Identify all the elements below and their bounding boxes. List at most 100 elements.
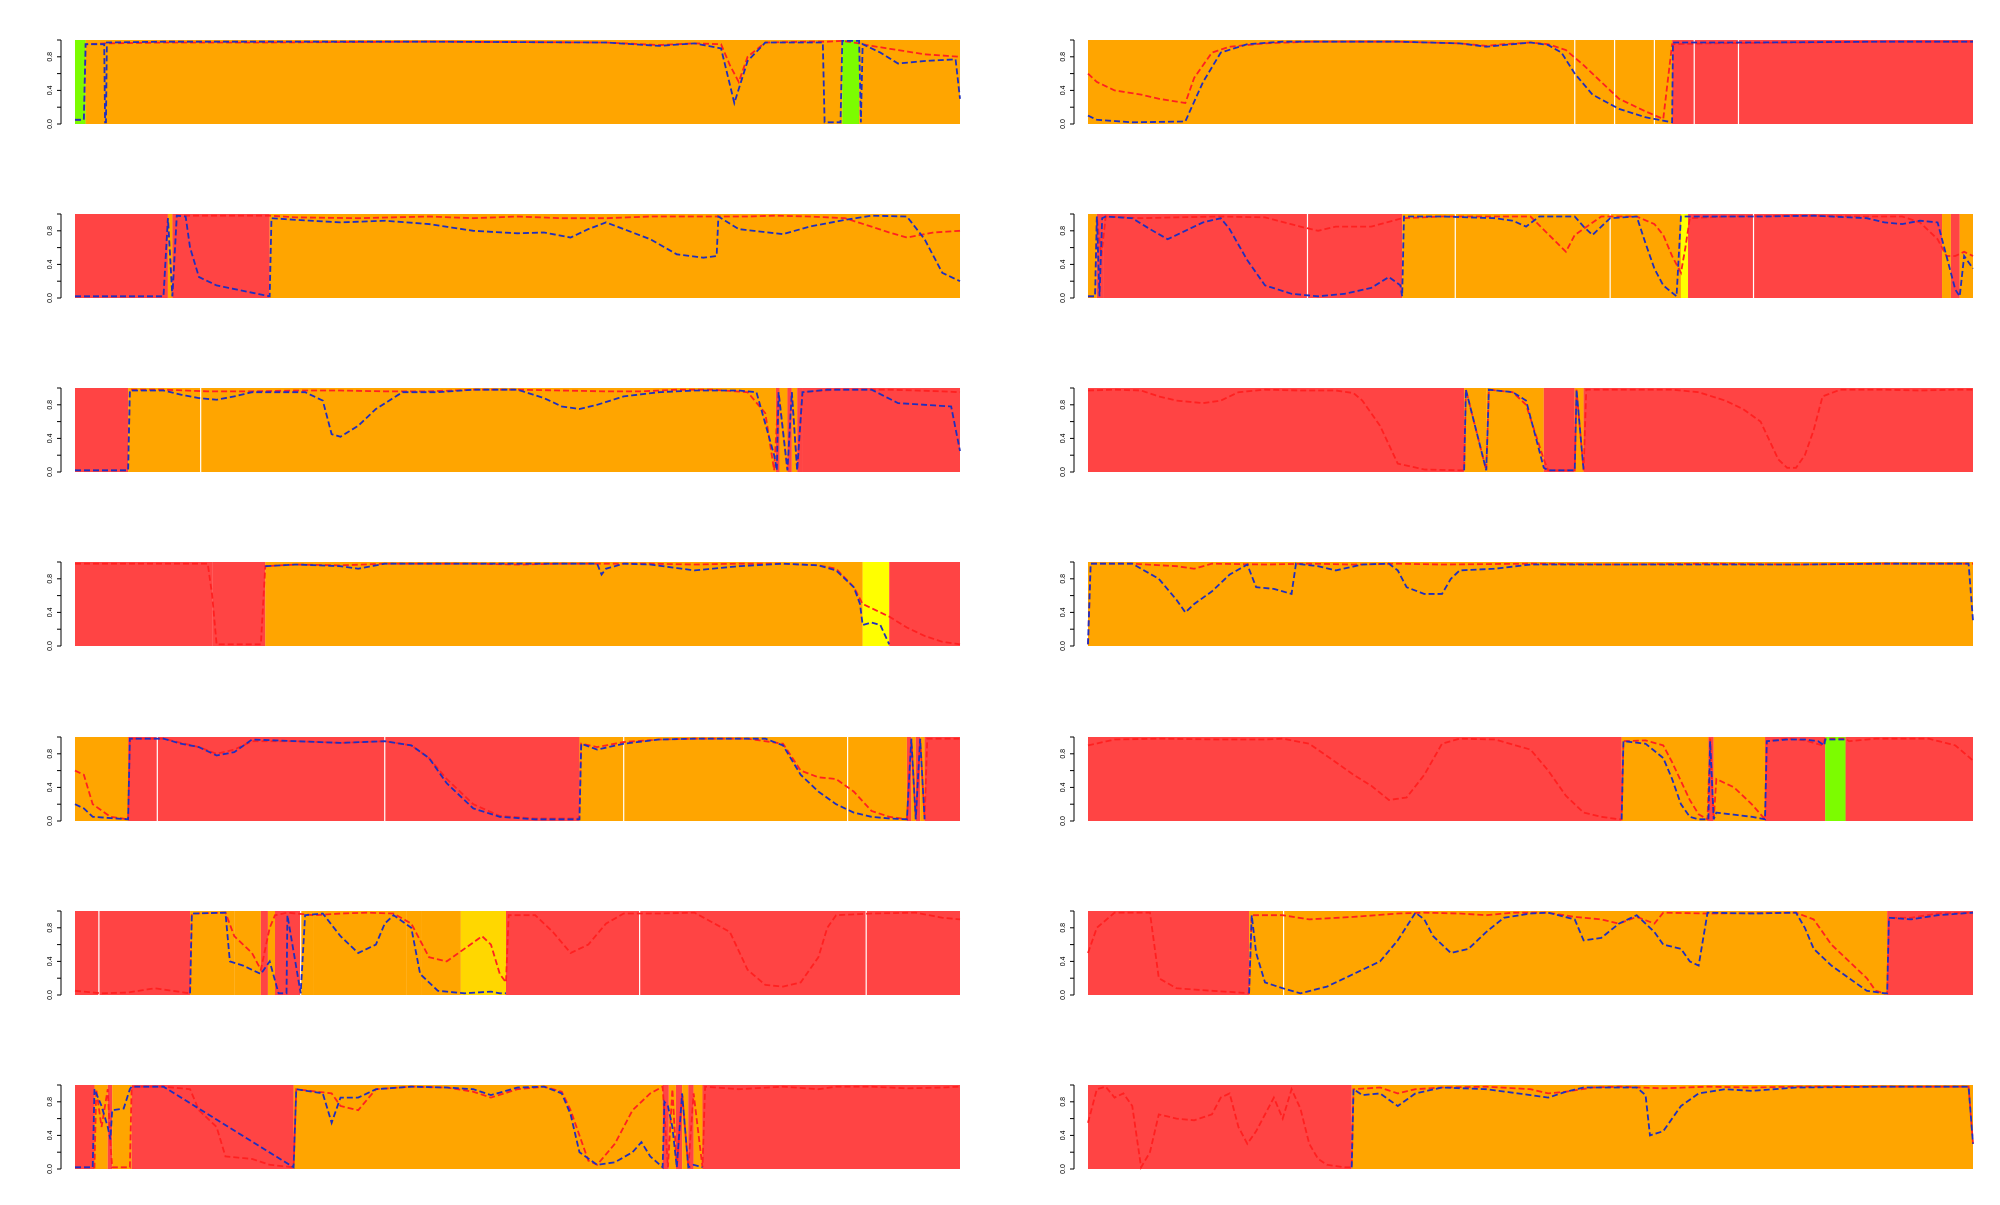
band-red	[75, 911, 99, 995]
y-tick-label: 0.4	[47, 433, 54, 443]
panel-p9: 0.0 0.4 0.8	[47, 736, 960, 826]
y-tick-label: 0.0	[47, 641, 54, 651]
y-tick-label: 0.4	[1060, 1130, 1067, 1140]
band-red	[889, 562, 960, 646]
panel-p14: 0.0 0.4 0.8	[1060, 1084, 1974, 1174]
band-red	[275, 911, 287, 995]
band-red	[506, 911, 960, 995]
band-orange	[85, 40, 106, 124]
series-line-red	[74, 911, 961, 995]
series-line-red	[1088, 214, 1974, 298]
panel-p5: 0.0 0.4 0.8	[47, 387, 961, 477]
band-red	[75, 1085, 95, 1169]
band-red	[1088, 911, 1250, 995]
band-red	[802, 388, 960, 472]
band-orange	[693, 1085, 703, 1169]
y-tick-label: 0.0	[1060, 467, 1067, 477]
series-line-blue	[75, 39, 961, 124]
y-tick-label: 0.8	[47, 574, 54, 584]
y-tick-label: 0.8	[1060, 1097, 1067, 1107]
band-red	[702, 1085, 960, 1169]
band-red	[1088, 388, 1465, 472]
band-red	[924, 737, 960, 821]
band-orange	[1088, 40, 1673, 124]
band-orange	[267, 911, 276, 995]
y-tick-label: 0.8	[1060, 52, 1067, 62]
panel-p3: 0.0 0.4 0.8	[47, 213, 961, 303]
band-red	[75, 388, 129, 472]
band-gold	[460, 911, 506, 995]
band-orange	[1249, 911, 1888, 995]
band-orange	[1713, 737, 1766, 821]
series-line-blue	[1463, 388, 1585, 472]
series-line-red	[1087, 737, 1974, 822]
band-orange	[1959, 214, 1973, 298]
y-tick-label: 0.4	[47, 607, 54, 617]
y-tick-label: 0.0	[1060, 293, 1067, 303]
band-orange	[190, 911, 235, 995]
y-tick-label: 0.0	[47, 293, 54, 303]
series-line-blue	[1087, 40, 1973, 124]
y-tick-label: 0.8	[1060, 574, 1067, 584]
y-tick-label: 0.4	[1060, 956, 1067, 966]
y-tick-label: 0.4	[47, 259, 54, 269]
y-tick-label: 0.0	[1060, 641, 1067, 651]
band-orange	[112, 1085, 132, 1169]
band-orange	[1088, 562, 1973, 646]
y-tick-label: 0.0	[47, 119, 54, 129]
band-green	[842, 40, 860, 124]
band-red	[1096, 214, 1104, 298]
series-line-red	[1087, 911, 1974, 995]
band-green	[75, 40, 86, 124]
y-tick-label: 0.4	[47, 956, 54, 966]
y-tick-label: 0.4	[1060, 259, 1067, 269]
y-tick-label: 0.8	[47, 749, 54, 759]
series-line-blue	[1248, 911, 1974, 995]
band-red	[787, 388, 792, 472]
band-orange	[1402, 214, 1681, 298]
series-line-red	[75, 214, 961, 298]
y-tick-label: 0.0	[1060, 1164, 1067, 1174]
band-red	[1887, 911, 1973, 995]
series-line-blue	[1350, 1085, 1974, 1168]
band-orange	[167, 214, 173, 298]
panel-p12: 0.0 0.4 0.8	[1060, 910, 1974, 1000]
band-orange	[859, 40, 960, 124]
band-red	[128, 737, 580, 821]
y-tick-label: 0.4	[1060, 85, 1067, 95]
band-red	[1688, 214, 1943, 298]
series-line-blue	[189, 911, 506, 995]
y-tick-label: 0.4	[47, 85, 54, 95]
band-red	[75, 562, 213, 646]
band-orange	[406, 911, 422, 995]
y-tick-label: 0.0	[1060, 816, 1067, 826]
series-line-blue	[74, 737, 926, 821]
y-tick-label: 0.4	[47, 782, 54, 792]
band-red	[1103, 214, 1403, 298]
band-orange	[234, 911, 261, 995]
band-red	[212, 562, 266, 646]
band-red	[1845, 737, 1973, 821]
band-orange	[105, 40, 843, 124]
band-orange	[1351, 1085, 1973, 1169]
band-orange	[1088, 214, 1097, 298]
y-tick-label: 0.0	[47, 816, 54, 826]
y-tick-label: 0.0	[1060, 119, 1067, 129]
series-line-red	[1087, 388, 1973, 472]
panel-p1: 0.0 0.4 0.8	[47, 39, 961, 129]
y-tick-label: 0.4	[1060, 433, 1067, 443]
band-yellow	[862, 562, 890, 646]
band-red	[98, 911, 191, 995]
y-tick-label: 0.0	[47, 467, 54, 477]
series-line-red	[1087, 562, 1973, 645]
series-line-blue	[75, 214, 961, 298]
y-tick-label: 0.4	[47, 1130, 54, 1140]
band-orange	[75, 737, 129, 821]
band-orange	[265, 562, 863, 646]
y-tick-label: 0.0	[47, 990, 54, 1000]
band-red	[131, 1085, 294, 1169]
band-red	[1088, 737, 1622, 821]
y-tick-label: 0.8	[47, 400, 54, 410]
